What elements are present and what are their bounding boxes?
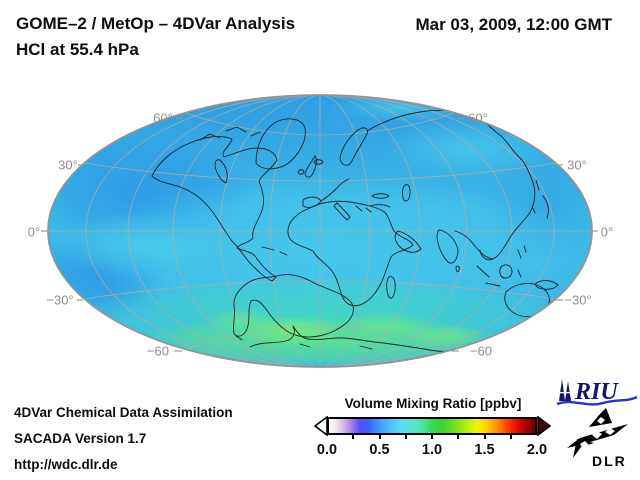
plot-subtitle: HCl at 55.4 hPa [16,40,139,59]
lat-ticks [41,117,598,352]
lat-label-right-0: 0° [600,224,614,240]
dlr-logo: DLR [567,408,628,469]
footer-line-version: SACADA Version 1.7 [14,431,147,446]
colorbar: Volume Mixing Ratio [ppbv] 0.0 0.5 1.0 1… [314,396,551,466]
riu-logo: RIU [556,379,638,406]
colorbar-right-arrow [537,416,551,436]
lat-label-left-30: 30° [58,157,78,173]
footer-line-assimilation: 4DVar Chemical Data Assimilation [14,405,233,420]
lat-label-left-m30: −30° [46,292,74,308]
colorbar-ticks [327,435,537,440]
colorbar-tick-1.5: 1.5 [474,442,495,458]
lat-label-right-30: 30° [567,157,587,173]
footer: 4DVar Chemical Data Assimilation SACADA … [14,400,233,478]
colorbar-tick-0.5: 0.5 [369,442,390,458]
graticule [48,95,592,367]
colorbar-tick-labels: 0.0 0.5 1.0 1.5 2.0 [317,442,547,458]
lat-label-right-60: 60° [468,110,488,126]
cathedral-icon [559,379,571,401]
colorbar-tick-1.0: 1.0 [421,442,443,458]
colorbar-gradient [327,417,537,435]
colorbar-tick-2.0: 2.0 [526,442,548,458]
lat-label-right-m60: −60 [469,343,493,359]
colorbar-left-arrow [314,416,328,436]
lat-label-right-m30: −30° [564,292,592,308]
colorbar-tick-0.0: 0.0 [316,442,338,458]
dlr-logo-text: DLR [592,453,627,469]
footer-line-url: http://wdc.dlr.de [14,457,118,472]
plot-title: GOME–2 / MetOp – 4DVar Analysis [16,14,296,33]
colorbar-title: Volume Mixing Ratio [ppbv] [344,396,522,411]
lat-label-left-60: 60° [153,110,173,126]
lat-label-left-m60: −60 [146,343,170,359]
header: GOME–2 / MetOp – 4DVar Analysis HCl at 5… [16,11,295,63]
riu-wave [556,395,638,406]
plot-datetime: Mar 03, 2009, 12:00 GMT [415,15,612,34]
lat-label-left-0: 0° [27,224,41,240]
